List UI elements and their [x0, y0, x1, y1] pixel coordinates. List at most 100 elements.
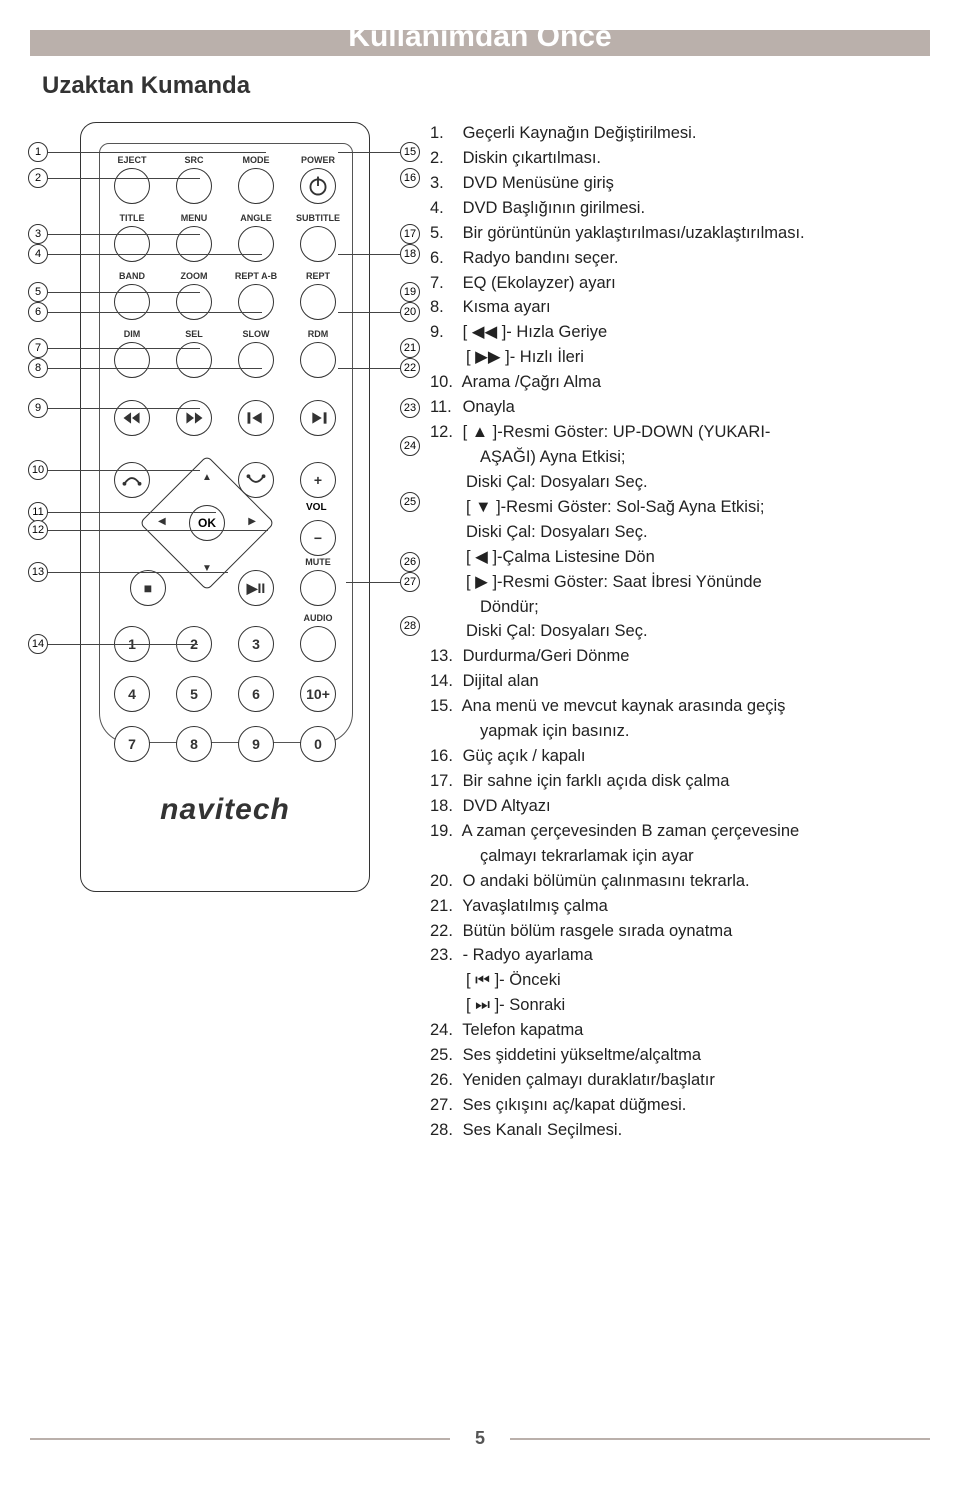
- desc-item: 23. - Radyo ayarlama: [430, 944, 944, 968]
- desc-item: Diski Çal: Dosyaları Seç.: [430, 620, 944, 644]
- btn-eject: EJECT: [114, 168, 150, 204]
- desc-item: 13. Durdurma/Geri Dönme: [430, 645, 944, 669]
- callout-6: 6: [28, 302, 48, 322]
- callout-5: 5: [28, 282, 48, 302]
- callout-27: 27: [400, 572, 420, 592]
- callout-4: 4: [28, 244, 48, 264]
- description-list: 1. Geçerli Kaynağın Değiştirilmesi.2. Di…: [430, 108, 960, 1144]
- callout-19: 19: [400, 282, 420, 302]
- btn-vol-down: −: [300, 520, 336, 556]
- btn-num-0: 0: [300, 726, 336, 762]
- desc-item: 8. Kısma ayarı: [430, 296, 944, 320]
- desc-item: Diski Çal: Dosyaları Seç.: [430, 471, 944, 495]
- btn-num-9: 9: [238, 726, 274, 762]
- desc-item: 2. Diskin çıkartılması.: [430, 147, 944, 171]
- callout-line: [48, 512, 216, 513]
- btn-play-pause: ▶II: [238, 570, 274, 606]
- desc-item: [ ▶ ]-Resmi Göster: Saat İbresi Yönünde: [430, 571, 944, 595]
- callout-20: 20: [400, 302, 420, 322]
- callout-8: 8: [28, 358, 48, 378]
- callout-3: 3: [28, 224, 48, 244]
- btn-num-8: 8: [176, 726, 212, 762]
- callout-line: [48, 254, 262, 255]
- desc-item: 12. [ ▲ ]-Resmi Göster: UP-DOWN (YUKARI-: [430, 421, 944, 445]
- btn-mode: MODE: [238, 168, 274, 204]
- callout-line: [48, 572, 228, 573]
- desc-item: çalmayı tekrarlamak için ayar: [430, 845, 944, 869]
- btn-band: BAND: [114, 284, 150, 320]
- callout-14: 14: [28, 634, 48, 654]
- desc-item: 10. Arama /Çağrı Alma: [430, 371, 944, 395]
- page-title: Kullanımdan Önce: [0, 20, 960, 54]
- callout-line: [346, 582, 400, 583]
- callout-18: 18: [400, 244, 420, 264]
- callout-line: [48, 368, 262, 369]
- desc-item: yapmak için basınız.: [430, 720, 944, 744]
- callout-17: 17: [400, 224, 420, 244]
- callout-2: 2: [28, 168, 48, 188]
- callout-21: 21: [400, 338, 420, 358]
- btn-power: POWER: [300, 168, 336, 204]
- desc-item: 15. Ana menü ve mevcut kaynak arasında g…: [430, 695, 944, 719]
- desc-item: Döndür;: [430, 596, 944, 620]
- callout-line: [48, 470, 200, 471]
- btn-angle: ANGLE: [238, 226, 274, 262]
- callout-15: 15: [400, 142, 420, 162]
- desc-item: 9. [ ◀◀ ]- Hızla Geriye: [430, 321, 944, 345]
- brand-logo: navitech: [81, 793, 369, 827]
- btn-slow: SLOW: [238, 342, 274, 378]
- callout-23: 23: [400, 398, 420, 418]
- callout-10: 10: [28, 460, 48, 480]
- callout-line: [338, 368, 400, 369]
- btn-rewind-icon: [114, 400, 150, 436]
- callout-25: 25: [400, 492, 420, 512]
- desc-item: 3. DVD Menüsüne giriş: [430, 172, 944, 196]
- btn-zoom: ZOOM: [176, 284, 212, 320]
- desc-item: 1. Geçerli Kaynağın Değiştirilmesi.: [430, 122, 944, 146]
- callout-line: [338, 312, 400, 313]
- callout-28: 28: [400, 616, 420, 636]
- desc-item: AŞAĞI) Ayna Etkisi;: [430, 446, 944, 470]
- desc-item: 6. Radyo bandını seçer.: [430, 247, 944, 271]
- callout-line: [48, 152, 266, 153]
- vol-label: VOL: [306, 502, 327, 513]
- callout-line: [48, 530, 268, 531]
- desc-item: 19. A zaman çerçevesinden B zaman çerçev…: [430, 820, 944, 844]
- btn-rept-a-b: REPT A-B: [238, 284, 274, 320]
- callout-7: 7: [28, 338, 48, 358]
- btn-src: SRC: [176, 168, 212, 204]
- page-subtitle: Uzaktan Kumanda: [42, 72, 960, 100]
- remote-body: EJECTSRCMODEPOWERTITLEMENUANGLESUBTITLEB…: [80, 122, 370, 892]
- btn-subtitle: SUBTITLE: [300, 226, 336, 262]
- callout-22: 22: [400, 358, 420, 378]
- btn-rdm: RDM: [300, 342, 336, 378]
- callout-16: 16: [400, 168, 420, 188]
- callout-1: 1: [28, 142, 48, 162]
- desc-item: 28. Ses Kanalı Seçilmesi.: [430, 1119, 944, 1143]
- desc-item: 24. Telefon kapatma: [430, 1019, 944, 1043]
- heading-banner: Kullanımdan Önce: [0, 20, 960, 64]
- callout-12: 12: [28, 520, 48, 540]
- desc-item: 22. Bütün bölüm rasgele sırada oynatma: [430, 920, 944, 944]
- callout-line: [48, 292, 200, 293]
- btn-rept: REPT: [300, 284, 336, 320]
- desc-item: 11. Onayla: [430, 396, 944, 420]
- desc-item: 5. Bir görüntünün yaklaştırılması/uzakla…: [430, 222, 944, 246]
- desc-item: Diski Çal: Dosyaları Seç.: [430, 521, 944, 545]
- desc-item: 18. DVD Altyazı: [430, 795, 944, 819]
- desc-item: [ ▼ ]-Resmi Göster: Sol-Sağ Ayna Etkisi;: [430, 496, 944, 520]
- btn-mute: MUTE: [300, 570, 336, 606]
- desc-item: [ ⏭ ]- Sonraki: [430, 994, 944, 1018]
- callout-line: [48, 178, 200, 179]
- page-number: 5: [0, 1428, 960, 1449]
- page-footer: 5: [0, 1424, 960, 1454]
- btn-menu: MENU: [176, 226, 212, 262]
- callout-line: [48, 408, 200, 409]
- callout-11: 11: [28, 502, 48, 522]
- callout-line: [48, 348, 200, 349]
- desc-item: 25. Ses şiddetini yükseltme/alçaltma: [430, 1044, 944, 1068]
- btn-prev-icon: [238, 400, 274, 436]
- desc-item: 14. Dijital alan: [430, 670, 944, 694]
- btn-num-5: 5: [176, 676, 212, 712]
- btn-stop: ■: [130, 570, 166, 606]
